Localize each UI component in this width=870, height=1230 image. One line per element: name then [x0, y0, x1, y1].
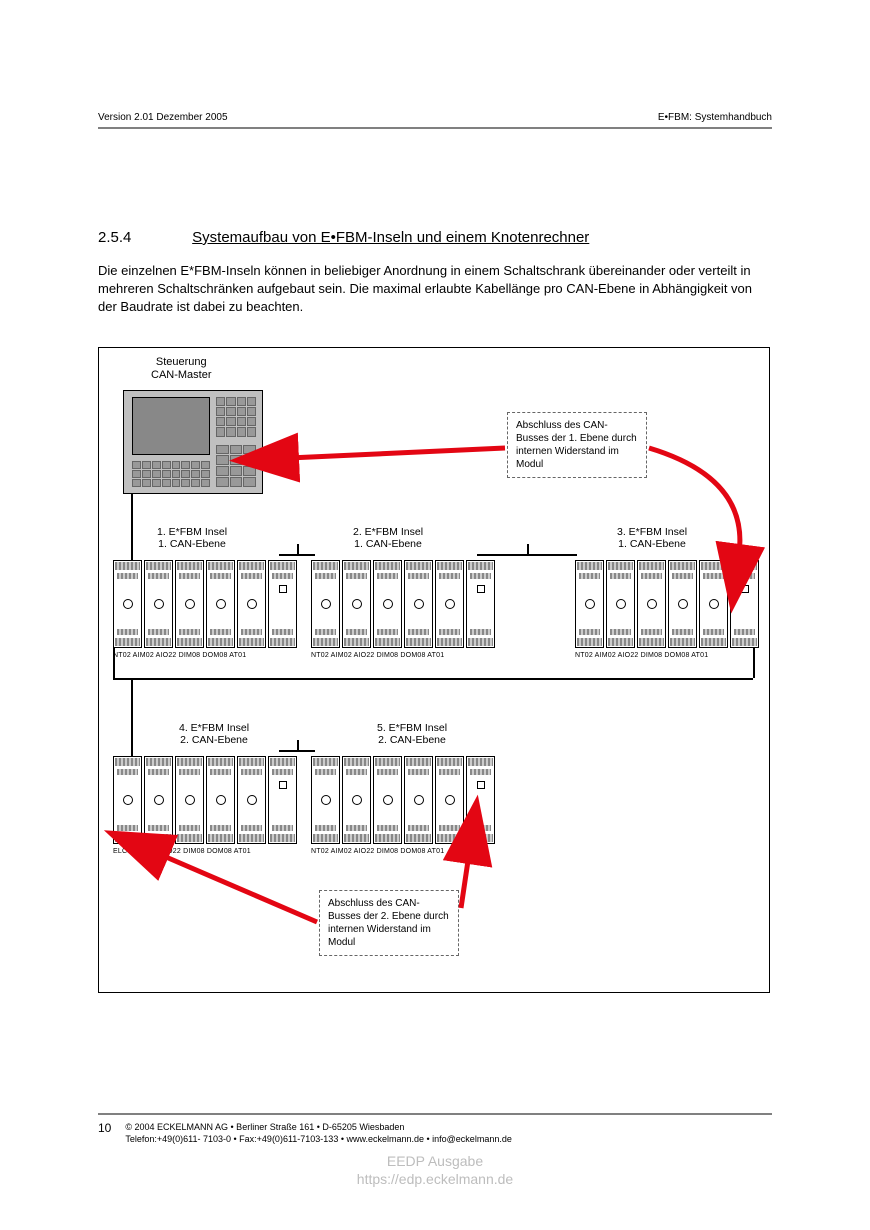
watermark-line2: https://edp.eckelmann.de: [0, 1170, 870, 1188]
module-labels-1: NT02 AIM02 AIO22 DIM08 DOM08 AT01: [113, 652, 246, 659]
controller-keypad-b: [132, 461, 210, 487]
io-module: [144, 756, 173, 844]
bus-line: [297, 544, 299, 556]
page-header: Version 2.01 Dezember 2005 E•FBM: System…: [98, 112, 772, 123]
bus-line: [113, 678, 753, 680]
island-label-4: 4. E*FBM Insel 2. CAN-Ebene: [179, 722, 249, 747]
island-4: [113, 756, 297, 844]
io-module: [311, 560, 340, 648]
callout-can-bus-1: Abschluss des CAN-Busses der 1. Ebene du…: [507, 412, 647, 478]
footer-line2: Telefon:+49(0)611- 7103-0 • Fax:+49(0)61…: [125, 1133, 511, 1146]
io-module: [237, 560, 266, 648]
page-footer: 10 © 2004 ECKELMANN AG • Berliner Straße…: [98, 1113, 772, 1146]
io-module: [466, 756, 495, 844]
island-5: [311, 756, 495, 844]
io-module: [404, 756, 433, 844]
island-label-2: 2. E*FBM Insel 1. CAN-Ebene: [353, 526, 423, 551]
callout-can-bus-2: Abschluss des CAN-Busses der 2. Ebene du…: [319, 890, 459, 956]
io-module: [373, 756, 402, 844]
watermark-line1: EEDP Ausgabe: [0, 1152, 870, 1170]
island-2: [311, 560, 495, 648]
io-module: [342, 756, 371, 844]
footer-text: © 2004 ECKELMANN AG • Berliner Straße 16…: [125, 1121, 511, 1146]
io-module: [175, 560, 204, 648]
can-master-controller: [123, 390, 263, 494]
io-module: [268, 756, 297, 844]
island-label-3: 3. E*FBM Insel 1. CAN-Ebene: [617, 526, 687, 551]
island-1: [113, 560, 297, 648]
io-module: [435, 560, 464, 648]
controller-keypad-a: [216, 397, 256, 437]
header-right: E•FBM: Systemhandbuch: [658, 112, 772, 123]
io-module: [699, 560, 728, 648]
io-module: [268, 560, 297, 648]
module-labels-5: NT02 AIM02 AIO22 DIM08 DOM08 AT01: [311, 848, 444, 855]
footer-rule: [98, 1113, 772, 1115]
module-labels-2: NT02 AIM02 AIO22 DIM08 DOM08 AT01: [311, 652, 444, 659]
io-module: [342, 560, 371, 648]
io-module: [404, 560, 433, 648]
io-module: [206, 756, 235, 844]
header-left: Version 2.01 Dezember 2005: [98, 112, 228, 123]
section-title: Systemaufbau von E•FBM-Inseln und einem …: [192, 229, 589, 246]
island-label-5: 5. E*FBM Insel 2. CAN-Ebene: [377, 722, 447, 747]
bus-line: [131, 678, 133, 756]
io-module: [311, 756, 340, 844]
bus-line: [527, 544, 529, 556]
can-master-label: Steuerung CAN-Master: [151, 356, 212, 382]
module-labels-4: ELC51 AIM02 AIO22 DIM08 DOM08 AT01: [113, 848, 251, 855]
io-module: [175, 756, 204, 844]
io-module: [730, 560, 759, 648]
io-module: [637, 560, 666, 648]
page-number: 10: [98, 1121, 111, 1135]
bus-line: [297, 740, 299, 752]
bus-line: [113, 648, 115, 678]
io-module: [668, 560, 697, 648]
io-module: [435, 756, 464, 844]
io-module: [606, 560, 635, 648]
io-module: [113, 756, 142, 844]
bus-line: [753, 648, 755, 678]
island-label-1: 1. E*FBM Insel 1. CAN-Ebene: [157, 526, 227, 551]
module-labels-3: NT02 AIM02 AIO22 DIM08 DOM08 AT01: [575, 652, 708, 659]
header-rule: [98, 127, 772, 129]
io-module: [237, 756, 266, 844]
io-module: [206, 560, 235, 648]
io-module: [373, 560, 402, 648]
watermark: EEDP Ausgabe https://edp.eckelmann.de: [0, 1152, 870, 1188]
system-diagram: Steuerung CAN-Master Abschluss des CAN-B…: [98, 347, 770, 993]
island-3: [575, 560, 759, 648]
controller-screen: [132, 397, 210, 455]
section-number: 2.5.4: [98, 229, 188, 246]
io-module: [113, 560, 142, 648]
footer-line1: © 2004 ECKELMANN AG • Berliner Straße 16…: [125, 1121, 511, 1134]
io-module: [575, 560, 604, 648]
body-paragraph: Die einzelnen E*FBM-Inseln können in bel…: [98, 262, 772, 317]
bus-line: [131, 494, 133, 560]
section-heading: 2.5.4 Systemaufbau von E•FBM-Inseln und …: [98, 229, 772, 246]
io-module: [466, 560, 495, 648]
controller-keypad-c: [216, 445, 256, 487]
io-module: [144, 560, 173, 648]
